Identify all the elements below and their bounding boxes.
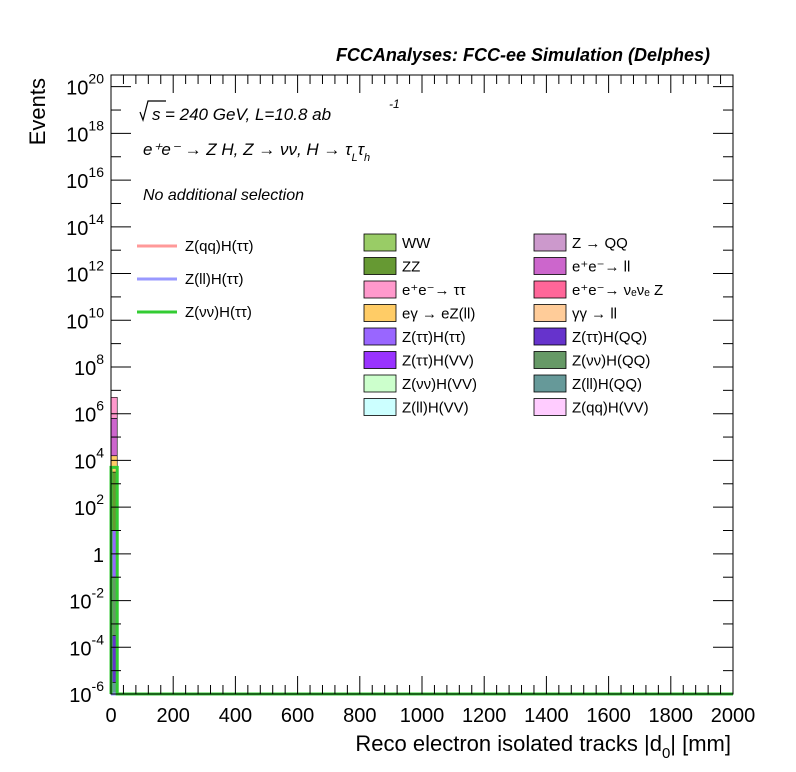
y-tick-label: 106 [74,398,104,427]
chart-title: FCCAnalyses: FCC-ee Simulation (Delphes) [336,45,710,65]
plot-area [111,75,733,694]
x-tick-label: 1600 [586,705,631,727]
y-tick-label: 1010 [66,304,104,333]
x-tick-label: 1200 [462,705,507,727]
legend-label: e⁺e⁻→ νₑνₑ Z [572,282,663,299]
legend-swatch-zz [363,257,397,275]
legend-swatch-z-h-vv [363,351,397,369]
x-tick-label: 1400 [524,705,569,727]
legend-label: Z(νν)H(QQ) [572,353,650,370]
legend-swatch-e-ez-ll [363,304,397,322]
energy-luminosity-annotation: s = 240 GeV, L=10.8 ab -1 [139,97,400,124]
legend-swatch-ww [363,233,397,252]
legend-label: WW [402,235,431,252]
y-tick-label: 10-2 [69,585,104,614]
energy-text: = 240 GeV, L=10.8 ab [165,105,331,124]
y-tick-label: 1012 [66,258,104,287]
x-axis-label: Reco electron isolated tracks |d0| [mm] [355,731,731,762]
legend-label: e⁺e⁻→ ττ [402,282,466,299]
legend-swatch-z-qq-h-vv [533,398,567,416]
legend-signal: Z(qq)H(ττ) Z(ll)H(ττ) Z(νν)H(ττ) [137,238,254,321]
selection-annotation: No additional selection [143,187,304,204]
y-tick-labels: 1020 1018 1016 1014 1012 1010 108 106 104 102 1 10-… [66,71,104,707]
legend-swatch-z-h-qq [533,351,567,369]
sqrt-icon [139,100,166,122]
legend-label: Z(ττ)H(QQ) [572,329,647,346]
y-tick-label: 10-4 [69,631,104,660]
y-tick-label: 102 [74,491,104,520]
x-tick-label: 0 [105,705,116,727]
legend-label: Z(ll)H(ττ) [185,271,244,288]
legend-label: e⁺e⁻→ ll [572,259,630,276]
legend-swatch-e-e-ll [533,257,567,275]
y-tick-label: 1 [93,545,104,567]
legend-swatch-z-h-vv [363,374,397,393]
axis-ticks [110,75,734,695]
legend-label: Z(ll)H(VV) [402,400,469,417]
legend-label: Z(ττ)H(VV) [402,353,474,370]
legend-label: ZZ [402,259,420,276]
stack-bar-e-e [110,397,118,419]
y-tick-label: 104 [74,444,104,473]
x-tick-label: 2000 [711,705,756,727]
legend-swatch-z-h-qq [533,327,567,346]
legend-swatch-z-h [363,327,397,346]
legend-label: Z(qq)H(VV) [572,400,649,417]
x-tick-labels: 0 200 400 600 800 1000 1200 1400 1600 1800 2000 [105,705,755,727]
lumi-unit-exponent: -1 [389,97,400,111]
legend-swatch-e-e-z [533,280,567,299]
y-tick-label: 1016 [66,164,104,193]
x-tick-label: 600 [281,705,314,727]
y-tick-label: 1018 [66,117,104,146]
y-axis-label: Events [25,78,50,145]
y-tick-label: 1020 [66,71,104,100]
energy-sqrt-symbol: s [152,105,161,124]
x-tick-label: 1000 [400,705,445,727]
legend-backgrounds-col1: WW ZZ e⁺e⁻→ ττ eγ → eZ(ll) Z(ττ)H(ττ) Z(ττ)H(… [363,233,477,417]
y-tick-label: 10-6 [69,678,104,707]
legend-label: Z(ll)H(QQ) [572,376,642,393]
legend-swatch-ll [533,304,567,322]
legend-label: Z(νν)H(ττ) [185,304,252,321]
legend-label: Z → QQ [572,235,628,252]
legend-label: eγ → eZ(ll) [402,306,475,323]
legend-label: γγ → ll [572,306,617,323]
y-tick-label: 108 [74,351,104,380]
legend-backgrounds-col2: Z → QQ e⁺e⁻→ ll e⁺e⁻→ νₑνₑ Z γγ → ll Z(ττ)H(… [533,233,663,417]
x-tick-label: 1800 [649,705,694,727]
x-tick-label: 800 [343,705,376,727]
x-tick-label: 200 [157,705,190,727]
legend-label: Z(qq)H(ττ) [185,238,254,255]
x-tick-label: 400 [219,705,252,727]
legend-swatch-z-qq [533,233,567,252]
legend-swatch-z-ll-h-qq [533,374,567,393]
legend-swatch-e-e [363,280,397,299]
legend-label: Z(ττ)H(ττ) [402,329,466,346]
process-annotation: e⁺e⁻ → Z H, Z → νν, H → τLτh [143,140,370,164]
y-tick-label: 1014 [66,211,104,240]
legend-swatch-z-ll-h-vv [363,398,397,416]
legend-label: Z(νν)H(VV) [402,376,477,393]
